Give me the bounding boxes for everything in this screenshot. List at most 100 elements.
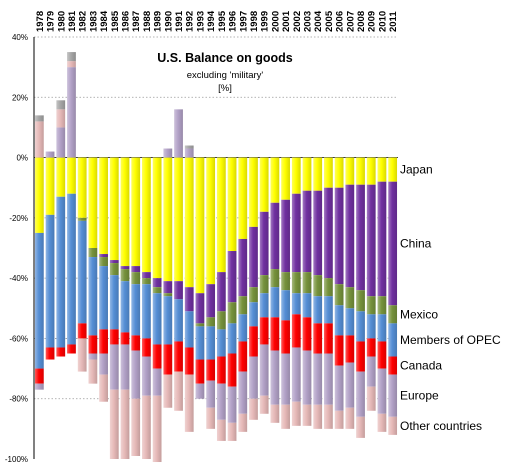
bar-segment-japan — [324, 157, 333, 188]
y-tick-label: -20% — [9, 214, 28, 223]
bar-segment-china — [152, 278, 162, 288]
x-tick-label: 2007 — [345, 11, 356, 32]
bar-segment-members-of-opec — [45, 214, 55, 348]
bar-segment-mexico — [388, 305, 398, 324]
bar-segment-canada — [131, 335, 141, 351]
x-tick-label: 1982 — [78, 11, 89, 32]
bar-segment-canada — [174, 341, 183, 372]
bar-segment-japan — [302, 157, 312, 191]
bar-segment-japan — [67, 157, 76, 194]
bar-segment-europe — [120, 344, 130, 390]
bar-segment-mexico — [291, 272, 301, 294]
bar-segment-other-countries — [345, 407, 355, 429]
bar-segment-japan — [163, 157, 173, 282]
legend-label: Other countries — [400, 419, 482, 433]
bar-segment-members-of-opec — [324, 296, 333, 324]
bar-segment-canada — [120, 332, 130, 345]
y-tick-label: -80% — [9, 395, 28, 404]
bar-segment-japan — [34, 157, 44, 233]
x-tick-label: 1988 — [142, 11, 153, 32]
bar-segment-china — [259, 211, 269, 276]
x-tick-label: 2003 — [303, 11, 314, 32]
bar-segment-europe — [334, 365, 344, 411]
bar-segment-china — [142, 272, 151, 279]
bar-segment-other-countries — [120, 389, 130, 459]
bar-segment-members-of-opec — [334, 305, 344, 336]
x-tick-label: 1989 — [153, 11, 164, 32]
bar-segment-china — [281, 199, 290, 273]
bar-segment-canada — [377, 341, 387, 369]
bar-segment-canada — [163, 344, 173, 375]
bar-segment-europe — [259, 344, 269, 396]
bar-segment-china — [302, 190, 312, 273]
bar-segment-other-countries — [131, 398, 141, 456]
x-tick-label: 1987 — [131, 11, 142, 32]
bar-segment-europe — [131, 350, 141, 399]
bar-segment-mexico — [77, 217, 87, 221]
bar-segment-members-of-opec — [388, 323, 398, 357]
bar-segment-other-countries — [163, 374, 173, 408]
x-tick-label: 1994 — [206, 10, 217, 32]
bar-segment-china — [206, 284, 216, 318]
legend-label: Mexico — [400, 307, 438, 321]
bar-segment-mexico — [88, 248, 98, 258]
bar-segment-canada — [281, 320, 290, 354]
bar-segment-other-countries — [184, 374, 194, 432]
bar-segment-mexico — [238, 296, 248, 315]
bar-segment-china — [313, 190, 323, 276]
bar-segment-japan — [345, 157, 355, 185]
bar-segment-europe — [174, 109, 183, 158]
x-tick-label: 1986 — [121, 11, 132, 32]
bar-segment-europe — [291, 347, 301, 402]
bar-segment-unlabeled — [34, 115, 44, 122]
bar-segment-members-of-opec — [120, 281, 130, 333]
bar-segment-canada — [45, 347, 55, 360]
bar-segment-europe — [45, 151, 55, 158]
bar-segment-canada — [206, 359, 216, 381]
bar-segment-europe — [324, 353, 333, 405]
bar-segment-other-countries — [56, 109, 66, 128]
x-tick-label: 2000 — [270, 11, 281, 32]
bar-segment-mexico — [216, 311, 226, 330]
bar-segment-japan — [120, 157, 130, 267]
bar-segment-china — [366, 184, 376, 297]
bar-segment-mexico — [259, 275, 269, 294]
bar-segment-members-of-opec — [163, 296, 173, 345]
bar-segment-mexico — [313, 275, 323, 297]
bar-segment-mexico — [345, 287, 355, 309]
chart-unit: [%] — [218, 83, 232, 94]
y-tick-label: -100% — [5, 455, 28, 464]
x-tick-label: 1984 — [99, 10, 110, 32]
bar-segment-members-of-opec — [227, 323, 237, 354]
y-axis-tick-labels: 40% 20% 0% -20% -40% -60% -80% -100% — [5, 33, 28, 464]
bar-segment-members-of-opec — [313, 296, 323, 324]
bar-segment-members-of-opec — [174, 299, 183, 342]
bar-segment-japan — [109, 157, 119, 261]
bar-segment-members-of-opec — [377, 314, 387, 342]
x-tick-label: 2011 — [388, 11, 399, 32]
x-tick-label: 1997 — [238, 11, 249, 32]
bar-segment-europe — [238, 371, 248, 414]
bar-segment-mexico — [356, 290, 365, 312]
y-tick-label: 0% — [16, 154, 28, 163]
x-tick-label: 1996 — [228, 11, 239, 32]
bar-segment-china — [120, 266, 130, 270]
legend-label: Japan — [400, 163, 433, 177]
x-tick-label: 2006 — [335, 11, 346, 32]
bar-segment-japan — [142, 157, 151, 273]
x-tick-label: 2005 — [324, 10, 335, 32]
bar-segment-other-countries — [99, 374, 108, 402]
bar-segment-other-countries — [291, 401, 301, 426]
bar-segment-china — [334, 187, 344, 285]
bar-segment-canada — [195, 359, 205, 384]
bar-segment-other-countries — [152, 395, 162, 463]
bar-segment-mexico — [334, 284, 344, 306]
bar-segment-members-of-opec — [67, 193, 76, 345]
bar-segment-europe — [195, 383, 205, 399]
bar-segment-europe — [313, 353, 323, 405]
x-tick-label: 1980 — [56, 11, 67, 32]
bar-segment-canada — [216, 356, 226, 384]
bar-segment-europe — [302, 350, 312, 405]
bar-segment-japan — [99, 157, 108, 255]
x-tick-label: 2008 — [356, 11, 367, 32]
